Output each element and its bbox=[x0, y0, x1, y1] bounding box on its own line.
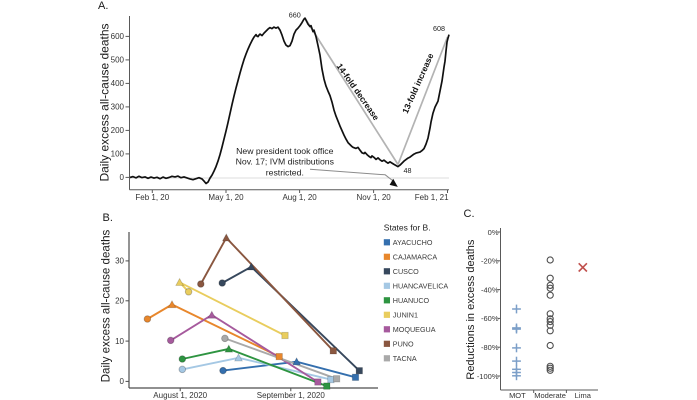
svg-text:MOQUEGUA: MOQUEGUA bbox=[393, 325, 436, 334]
svg-text:TACNA: TACNA bbox=[393, 354, 417, 363]
svg-text:JUNIN1: JUNIN1 bbox=[393, 310, 418, 319]
svg-text:Daily excess all-cause deaths: Daily excess all-cause deaths bbox=[98, 23, 112, 181]
svg-text:608: 608 bbox=[433, 24, 445, 33]
svg-text:Daily excess all-cause deaths: Daily excess all-cause deaths bbox=[100, 229, 113, 382]
svg-text:Reductions in excess deaths: Reductions in excess deaths bbox=[465, 239, 477, 380]
svg-text:Feb 1, 20: Feb 1, 20 bbox=[135, 193, 169, 202]
svg-text:Lima: Lima bbox=[575, 391, 592, 400]
svg-text:600: 600 bbox=[111, 32, 125, 41]
svg-text:HUANCAVELICA: HUANCAVELICA bbox=[393, 281, 449, 290]
svg-text:Moderate: Moderate bbox=[534, 391, 566, 400]
svg-text:-40%: -40% bbox=[481, 285, 499, 294]
svg-text:10: 10 bbox=[115, 337, 124, 346]
svg-text:AYACUCHO: AYACUCHO bbox=[393, 238, 433, 247]
svg-text:New president took office: New president took office bbox=[236, 146, 334, 156]
svg-text:0: 0 bbox=[120, 377, 125, 386]
svg-text:-100%: -100% bbox=[477, 372, 499, 381]
svg-text:CUSCO: CUSCO bbox=[393, 267, 419, 276]
svg-text:B.: B. bbox=[103, 212, 113, 224]
svg-text:August 1, 2020: August 1, 2020 bbox=[153, 391, 207, 400]
svg-text:restricted.: restricted. bbox=[266, 167, 304, 177]
svg-text:C.: C. bbox=[464, 208, 475, 220]
svg-text:Nov. 17; IVM distributions: Nov. 17; IVM distributions bbox=[236, 157, 335, 167]
svg-text:Feb 1, 21: Feb 1, 21 bbox=[415, 193, 449, 202]
svg-text:100: 100 bbox=[111, 150, 125, 159]
svg-text:MOT: MOT bbox=[509, 391, 526, 400]
svg-text:PUNO: PUNO bbox=[393, 339, 414, 348]
svg-text:CAJAMARCA: CAJAMARCA bbox=[393, 252, 438, 261]
svg-text:Nov 1, 20: Nov 1, 20 bbox=[356, 193, 391, 202]
svg-text:48: 48 bbox=[404, 166, 412, 175]
svg-text:30: 30 bbox=[115, 257, 124, 266]
svg-text:States for B.: States for B. bbox=[384, 222, 431, 232]
svg-text:20: 20 bbox=[115, 297, 124, 306]
svg-text:-80%: -80% bbox=[481, 343, 499, 352]
svg-text:May 1, 20: May 1, 20 bbox=[208, 193, 244, 202]
svg-text:660: 660 bbox=[289, 11, 301, 20]
svg-text:Aug 1, 20: Aug 1, 20 bbox=[282, 193, 317, 202]
svg-text:300: 300 bbox=[111, 103, 125, 112]
svg-text:-20%: -20% bbox=[481, 257, 499, 266]
svg-text:0: 0 bbox=[120, 173, 125, 182]
svg-text:200: 200 bbox=[111, 126, 125, 135]
svg-text:400: 400 bbox=[111, 79, 125, 88]
svg-text:HUANUCO: HUANUCO bbox=[393, 296, 430, 305]
svg-text:0%: 0% bbox=[488, 228, 499, 237]
svg-text:A.: A. bbox=[98, 0, 108, 12]
svg-text:-60%: -60% bbox=[481, 314, 499, 323]
svg-text:500: 500 bbox=[111, 56, 125, 65]
svg-text:September 1, 2020: September 1, 2020 bbox=[257, 391, 326, 400]
